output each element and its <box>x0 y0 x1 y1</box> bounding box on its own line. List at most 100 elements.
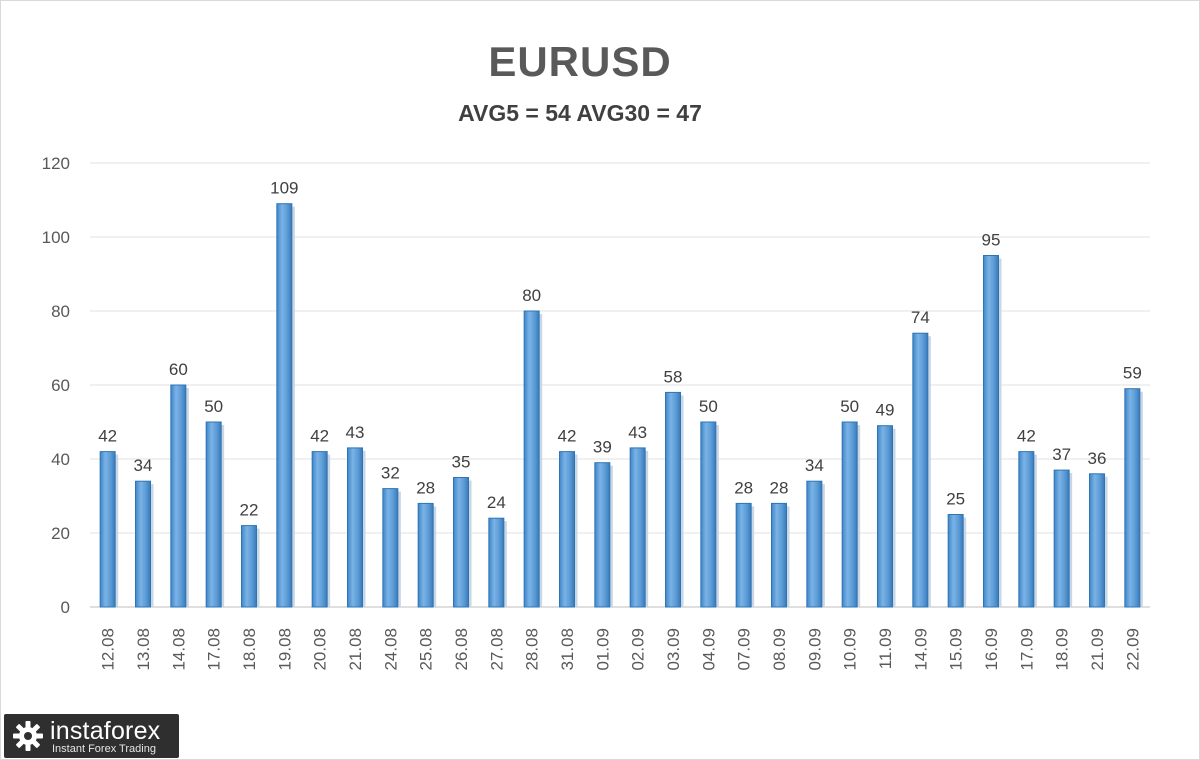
x-tick-label: 26.08 <box>452 628 471 671</box>
x-tick-label: 27.08 <box>487 628 506 671</box>
bar-09.09 <box>806 480 823 608</box>
data-label: 49 <box>876 401 895 420</box>
y-tick-label: 60 <box>51 376 70 395</box>
bar-16.09 <box>983 255 999 608</box>
data-label: 60 <box>169 360 188 379</box>
data-label: 28 <box>770 478 789 497</box>
x-tick-label: 28.08 <box>523 628 542 671</box>
gear-logo-icon <box>13 721 43 751</box>
x-tick-label: 12.08 <box>99 628 118 671</box>
bar-14.08 <box>170 384 187 608</box>
bars <box>99 203 1143 608</box>
bar-10.09 <box>841 421 858 608</box>
x-tick-label: 21.08 <box>346 628 365 671</box>
data-label: 109 <box>270 179 298 198</box>
x-tick-label: 15.09 <box>947 628 966 671</box>
x-tick-label: 21.09 <box>1088 628 1107 671</box>
x-tick-label: 20.08 <box>311 628 330 671</box>
x-tick-label: 14.08 <box>169 628 188 671</box>
bar-20.08 <box>311 451 328 608</box>
y-tick-label: 100 <box>42 228 70 247</box>
x-tick-label: 25.08 <box>417 628 436 671</box>
bar-14.09 <box>912 332 929 608</box>
data-label: 43 <box>346 423 365 442</box>
data-label: 34 <box>134 456 153 475</box>
y-tick-label: 0 <box>61 598 70 617</box>
bar-02.09 <box>629 447 646 608</box>
bar-07.09 <box>735 502 752 608</box>
instaforex-logo: instaforex Instant Forex Trading <box>4 714 179 758</box>
gridlines <box>90 162 1150 608</box>
data-label: 22 <box>240 501 259 520</box>
data-label: 24 <box>487 493 506 512</box>
data-label: 35 <box>452 453 471 472</box>
bar-01.09 <box>594 462 611 608</box>
bar-18.09 <box>1053 469 1070 608</box>
bar-17.08 <box>205 421 222 608</box>
bar-31.08 <box>559 451 575 608</box>
bar-17.09 <box>1018 451 1035 608</box>
x-tick-label: 24.08 <box>381 628 400 671</box>
x-tick-label: 03.09 <box>664 628 683 671</box>
bar-19.08 <box>276 203 293 608</box>
bar-24.08 <box>382 488 399 608</box>
bar-12.08 <box>99 451 116 608</box>
bar-15.09 <box>947 514 964 608</box>
bar-08.09 <box>771 502 787 608</box>
bar-04.09 <box>700 421 717 608</box>
chart-subtitle: AVG5 = 54 AVG30 = 47 <box>458 100 702 126</box>
bar-25.08 <box>417 502 434 608</box>
bar-18.08 <box>241 525 257 608</box>
bar-11.09 <box>877 425 893 608</box>
bar-28.08 <box>523 310 540 608</box>
x-tick-label: 01.09 <box>593 628 612 671</box>
x-tick-label: 18.08 <box>240 628 259 671</box>
data-label: 37 <box>1052 445 1071 464</box>
bar-22.09 <box>1124 388 1141 608</box>
x-tick-label: 02.09 <box>629 628 648 671</box>
x-tick-label: 10.09 <box>841 628 860 671</box>
data-label: 42 <box>98 427 117 446</box>
data-label: 50 <box>204 397 223 416</box>
y-tick-label: 40 <box>51 450 70 469</box>
data-label: 42 <box>558 427 577 446</box>
data-label: 28 <box>416 478 435 497</box>
bar-21.09 <box>1089 473 1105 608</box>
data-label: 32 <box>381 464 400 483</box>
x-tick-label: 07.09 <box>735 628 754 671</box>
y-axis-ticks: 0 20 40 60 80 100 120 <box>42 154 70 617</box>
x-tick-label: 17.08 <box>205 628 224 671</box>
data-label: 36 <box>1088 449 1107 468</box>
chart-title: EURUSD <box>488 38 672 85</box>
y-tick-label: 80 <box>51 302 70 321</box>
data-label: 95 <box>982 231 1001 250</box>
x-tick-label: 11.09 <box>876 628 895 669</box>
data-label: 50 <box>699 397 718 416</box>
x-tick-label: 14.09 <box>911 628 930 671</box>
logo-tagline: Instant Forex Trading <box>52 743 156 755</box>
x-tick-label: 17.09 <box>1017 628 1036 671</box>
data-label: 28 <box>734 478 753 497</box>
y-tick-label: 20 <box>51 524 70 543</box>
data-label: 42 <box>310 427 329 446</box>
data-label: 39 <box>593 438 612 457</box>
data-label: 25 <box>946 490 965 509</box>
data-label: 74 <box>911 308 930 327</box>
bar-27.08 <box>488 517 505 608</box>
x-tick-label: 13.08 <box>134 628 153 671</box>
x-tick-label: 16.09 <box>982 628 1001 671</box>
data-label: 80 <box>522 286 541 305</box>
x-tick-label: 18.09 <box>1053 628 1072 671</box>
x-tick-label: 04.09 <box>699 628 718 671</box>
data-label: 50 <box>840 397 859 416</box>
data-label: 43 <box>628 423 647 442</box>
data-label: 42 <box>1017 427 1036 446</box>
data-label: 59 <box>1123 364 1142 383</box>
bar-13.08 <box>135 480 151 608</box>
bar-21.08 <box>347 447 363 608</box>
data-label: 58 <box>664 367 683 386</box>
x-tick-label: 31.08 <box>558 628 577 671</box>
y-tick-label: 120 <box>42 154 70 173</box>
x-tick-label: 22.09 <box>1123 628 1142 671</box>
